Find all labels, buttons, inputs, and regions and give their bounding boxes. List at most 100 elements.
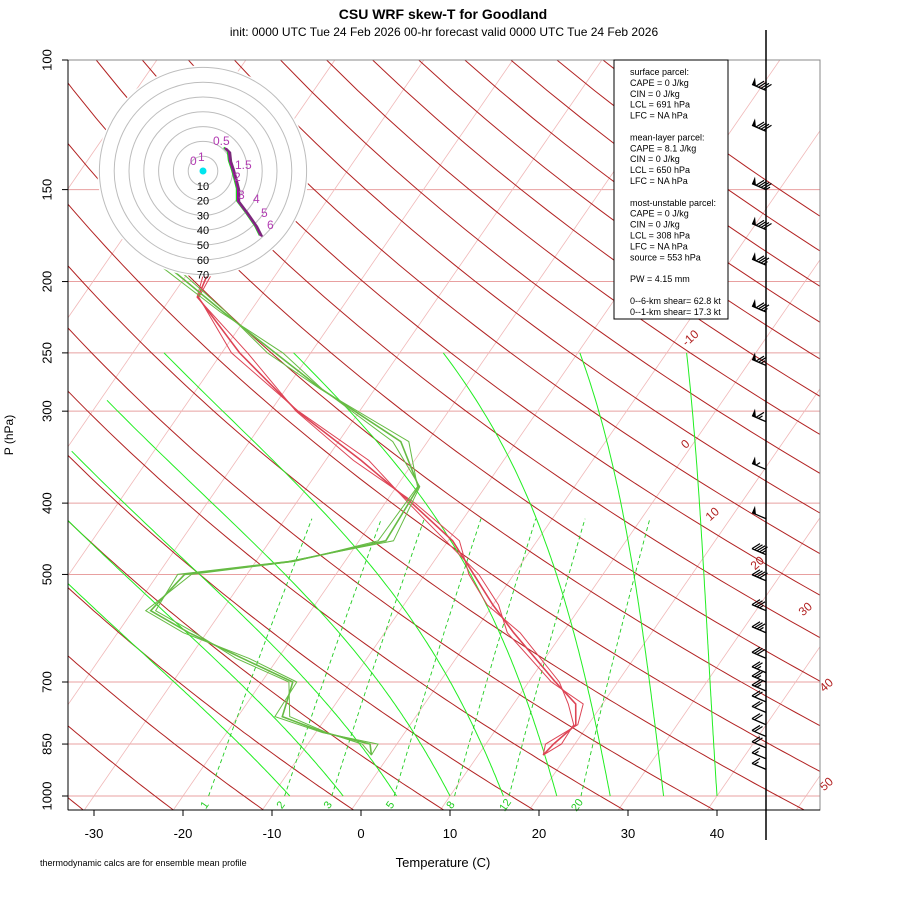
wind-barb-flag — [751, 757, 761, 764]
dry-adiabat-line — [141, 60, 820, 596]
wind-barb-flag — [763, 183, 772, 190]
mixing-ratio-label: 12 — [497, 797, 514, 814]
hodograph-storm-motion — [199, 167, 207, 175]
mixing-ratio-label: 5 — [384, 799, 397, 811]
hodograph-height-label: 1 — [198, 150, 205, 164]
wind-barb-flag — [756, 648, 766, 655]
mixing-ratio-label: 2 — [274, 799, 287, 811]
dry-adiabat-line — [280, 60, 820, 474]
wind-barb-half-flag — [755, 462, 761, 466]
x-tick-label: 10 — [443, 826, 457, 841]
x-tick-label: 20 — [532, 826, 546, 841]
wind-barb-half-flag — [758, 415, 763, 419]
mixing-ratio-line — [454, 518, 537, 797]
wind-barb-staff — [751, 675, 767, 683]
moist-adiabat-line — [106, 399, 451, 797]
dry-adiabat-line — [68, 725, 175, 810]
wind-barb-flag — [763, 124, 772, 131]
info-box-line: 0--1-km shear= 17.3 kt — [630, 307, 721, 317]
wind-barb — [751, 408, 767, 423]
hodograph-height-label: 0.5 — [213, 134, 230, 148]
wind-barb-staff — [751, 651, 767, 659]
info-box-line: LFC = NA hPa — [630, 176, 688, 186]
hodograph-ring — [113, 81, 293, 261]
x-tick-label: -30 — [85, 826, 104, 841]
wind-barb-flag — [755, 355, 765, 362]
wind-barb-staff — [751, 684, 767, 692]
wind-barb-flag — [760, 181, 770, 188]
wind-barb — [751, 543, 768, 556]
wind-barb — [751, 77, 772, 92]
hodograph-ring-label: 60 — [197, 255, 209, 267]
wind-barb — [751, 736, 767, 749]
wind-barb-half-flag — [759, 604, 764, 609]
moist-adiabat-line — [71, 450, 398, 797]
wind-barb-flag — [758, 303, 767, 310]
wind-barb-staff — [751, 718, 767, 726]
mixing-ratio-label: 1 — [198, 799, 211, 811]
dry-adiabat-line — [68, 454, 535, 810]
wind-barb-flag — [756, 601, 766, 608]
isotherm-line — [172, 60, 692, 810]
wind-barb-flag — [751, 670, 761, 677]
wind-barb-pennant — [752, 216, 756, 226]
info-box-line: CIN = 0 J/kg — [630, 89, 680, 99]
wind-barb — [751, 505, 767, 520]
wind-barb-flag — [755, 80, 765, 87]
wind-barb-flag — [758, 81, 767, 88]
wind-barb-flag — [758, 180, 767, 187]
wind-barb-flag — [755, 121, 765, 128]
wind-barb — [751, 118, 772, 132]
x-tick-label: -10 — [263, 826, 282, 841]
dry-adiabat-line — [68, 586, 355, 810]
wind-barb-staff — [751, 666, 767, 674]
wind-barb-flag — [751, 599, 761, 606]
mixing-ratio-line — [284, 518, 382, 797]
wind-barb-flag — [751, 700, 761, 707]
info-box-line: CAPE = 8.1 J/kg — [630, 143, 696, 153]
isotherm-label: 0 — [678, 436, 693, 451]
isotherm-line — [706, 646, 820, 810]
info-box-line: LFC = NA hPa — [630, 111, 688, 121]
wind-barb-flag — [754, 544, 763, 551]
wind-barb-flag — [759, 572, 768, 579]
wind-barb-flag — [751, 747, 761, 754]
mixing-ratio-line — [580, 518, 651, 797]
wind-barb-flag — [755, 411, 765, 418]
isotherm-line — [68, 60, 425, 577]
chart-title: CSU WRF skew-T for Goodland — [339, 6, 547, 22]
dry-adiabat-line — [68, 327, 716, 810]
wind-barb-half-flag — [761, 549, 767, 554]
isotherm-line — [350, 130, 820, 810]
y-tick-label: 250 — [39, 342, 54, 364]
info-box-line: CAPE = 0 J/kg — [630, 78, 689, 88]
isotherm-line — [439, 259, 820, 810]
wind-barb-flag — [751, 569, 761, 576]
wind-barb-flag — [754, 737, 763, 744]
wind-barb-flag — [760, 257, 770, 264]
wind-barb-flag — [760, 82, 770, 89]
isotherm-line — [68, 60, 158, 190]
x-tick-label: -20 — [174, 826, 193, 841]
hodograph-ring — [98, 66, 308, 276]
wind-barb-staff — [751, 752, 767, 760]
info-box-line: surface parcel: — [630, 67, 689, 77]
wind-barb — [751, 599, 767, 612]
wind-barb-staff — [751, 574, 767, 582]
isotherm-line — [617, 517, 820, 810]
dry-adiabat-line — [68, 82, 820, 682]
wind-barb-flag — [760, 123, 770, 130]
wind-barb-flag — [751, 621, 761, 628]
info-box-line: CIN = 0 J/kg — [630, 220, 680, 230]
wind-barb-flag — [751, 679, 761, 686]
info-box-line: LCL = 691 hPa — [630, 100, 690, 110]
hodograph-trace — [225, 147, 264, 238]
info-box-line: CAPE = 0 J/kg — [630, 209, 689, 219]
mixing-ratio-line — [331, 518, 425, 797]
wind-barb-flag — [758, 220, 767, 227]
wind-barb — [751, 661, 767, 674]
dry-adiabat-line — [68, 390, 625, 810]
wind-barb-staff — [751, 762, 767, 770]
wind-barb — [751, 569, 768, 582]
